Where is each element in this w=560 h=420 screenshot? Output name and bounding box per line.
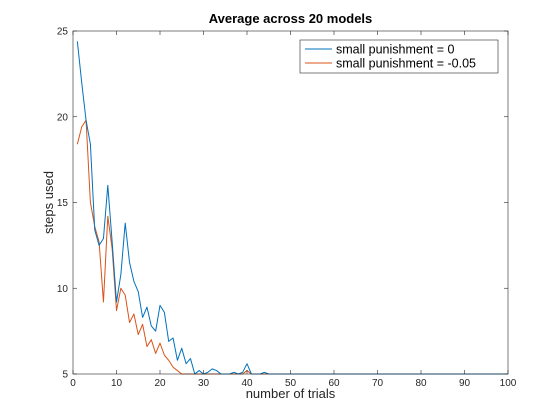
x-tick-label: 0	[70, 378, 76, 389]
x-tick-label: 20	[154, 378, 166, 389]
x-tick-label: 60	[328, 378, 340, 389]
x-tick-label: 80	[415, 378, 427, 389]
chart-title: Average across 20 models	[209, 11, 373, 26]
legend-label-series-2: small punishment = -0.05	[336, 57, 476, 71]
y-tick-label: 15	[57, 198, 69, 209]
series-line-2	[76, 119, 508, 375]
y-axis-label: steps used	[41, 171, 56, 234]
series-layer	[76, 41, 508, 375]
legend: small punishment = 0 small punishment = …	[299, 39, 499, 74]
x-tick-label: 90	[459, 378, 471, 389]
x-tick-label: 100	[500, 378, 517, 389]
y-tick-label: 20	[57, 112, 69, 123]
y-tick-label: 5	[62, 370, 68, 381]
y-tick-label: 25	[57, 27, 69, 38]
legend-box	[299, 39, 499, 74]
x-tick-label: 10	[111, 378, 123, 389]
tick-layer: 0 10 20 30 40 50 60 70 80 90 100 5 10 15 20 25	[57, 27, 517, 390]
x-tick-label: 40	[241, 378, 253, 389]
y-tick-label: 10	[57, 284, 69, 295]
x-tick-label: 30	[198, 378, 210, 389]
x-tick-label: 50	[285, 378, 297, 389]
legend-label-series-1: small punishment = 0	[336, 43, 455, 57]
x-axis-label: number of trials	[246, 386, 336, 401]
x-tick-label: 70	[372, 378, 384, 389]
plot-area	[73, 31, 508, 374]
series-line-1	[76, 41, 508, 375]
